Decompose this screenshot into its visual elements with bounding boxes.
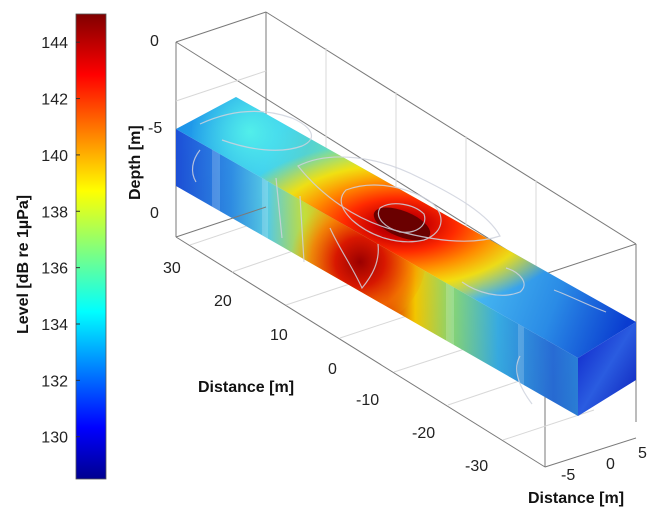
- distance-long-ticks: 30 20 10 0 -10 -20 -30: [163, 260, 488, 475]
- colorbar-tick-label: 132: [41, 373, 68, 390]
- contour-lines: [191, 110, 607, 405]
- distance-long-tick: 30: [163, 260, 181, 277]
- distance-short-axis-label: Distance [m]: [528, 490, 624, 507]
- distance-long-tick: 0: [328, 361, 337, 378]
- distance-long-tick: -10: [356, 392, 379, 409]
- distance-short-ticks: -5 0 5: [561, 445, 647, 484]
- colorbar-tick-label: 136: [41, 261, 68, 278]
- colorbar-tick-label: 142: [41, 92, 68, 109]
- depth-tick: 0: [150, 205, 159, 222]
- distance-long-axis-label: Distance [m]: [198, 379, 294, 396]
- distance-short-tick: 5: [638, 445, 647, 462]
- axes-front: [175, 206, 267, 238]
- end-face: [578, 322, 636, 416]
- colorbar-label: Level [dB re 1µPa]: [15, 195, 32, 334]
- colorbar-ticks: 130 132 134 136 138 140 142 144: [41, 35, 80, 447]
- distance-long-tick: -30: [465, 458, 488, 475]
- colorbar-tick-label: 140: [41, 148, 68, 165]
- colorbar-gradient: [76, 14, 106, 479]
- colorbar-tick-label: 144: [41, 35, 68, 52]
- colorbar-tick-label: 134: [41, 317, 68, 334]
- depth-ticks: 0 -5 0: [148, 33, 162, 222]
- depth-tick: -5: [148, 120, 162, 137]
- distance-short-tick: 0: [606, 456, 615, 473]
- colorbar-tick-label: 130: [41, 430, 68, 447]
- depth-tick: 0: [150, 33, 159, 50]
- distance-long-tick: 20: [214, 293, 232, 310]
- distance-long-tick: 10: [270, 327, 288, 344]
- depth-axis-label: Depth [m]: [127, 125, 144, 200]
- colorbar: 130 132 134 136 138 140 142 144: [41, 13, 107, 480]
- colorbar-tick-label: 138: [41, 204, 68, 221]
- distance-short-tick: -5: [561, 467, 575, 484]
- distance-long-tick: -20: [412, 425, 435, 442]
